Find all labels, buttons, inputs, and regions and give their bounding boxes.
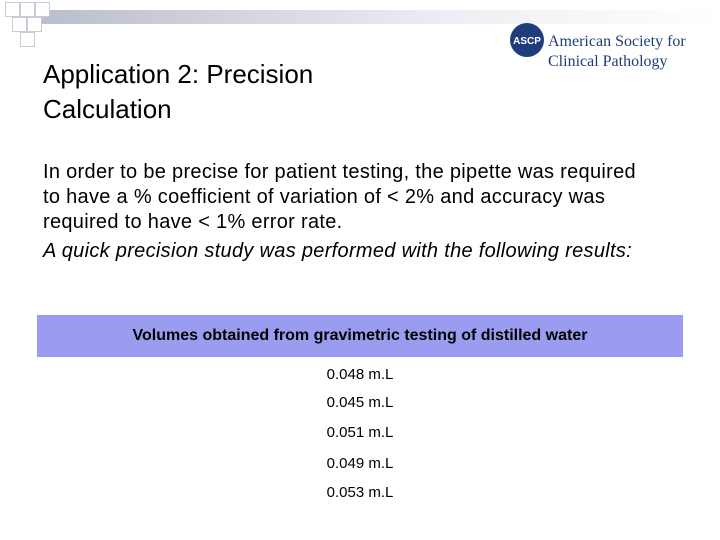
table-row: 0.048 m.L xyxy=(326,366,394,383)
logo: ASCP American Society for Clinical Patho… xyxy=(510,23,686,70)
deco-square xyxy=(5,2,20,17)
table-row: 0.053 m.L xyxy=(326,484,394,501)
logo-line: American Society for xyxy=(548,33,686,50)
logo-badge-text: ASCP xyxy=(513,36,541,47)
table-row: 0.049 m.L xyxy=(326,455,394,472)
deco-square xyxy=(35,2,50,17)
slide-title: Application 2: Precision Calculation xyxy=(43,59,314,124)
deco-square xyxy=(20,2,35,17)
paragraph: In order to be precise for patient testi… xyxy=(43,161,636,233)
header-bar xyxy=(30,10,720,24)
table-row: 0.051 m.L xyxy=(326,424,394,441)
table-header: Volumes obtained from gravimetric testin… xyxy=(37,315,683,357)
table-row: 0.045 m.L xyxy=(326,394,394,411)
deco-square xyxy=(12,17,27,32)
paragraph: A quick precision study was performed wi… xyxy=(43,240,633,262)
body-text: In order to be precise for patient testi… xyxy=(43,160,658,264)
deco-square xyxy=(27,17,42,32)
logo-badge xyxy=(510,23,544,57)
deco-square xyxy=(20,32,35,47)
logo-line: Clinical Pathology xyxy=(548,53,668,70)
